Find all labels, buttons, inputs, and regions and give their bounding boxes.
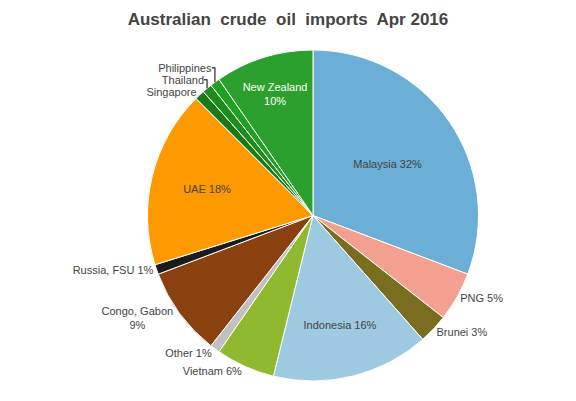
svg-text:Malaysia 32%: Malaysia 32% xyxy=(353,158,422,170)
svg-text:UAE 18%: UAE 18% xyxy=(183,183,231,195)
svg-text:Philippines: Philippines xyxy=(158,62,212,74)
svg-text:Vietnam 6%: Vietnam 6% xyxy=(183,365,242,377)
svg-text:Thailand: Thailand xyxy=(162,74,204,86)
svg-text:Congo, Gabon9%: Congo, Gabon9% xyxy=(102,305,174,331)
svg-text:Singapore: Singapore xyxy=(146,86,196,98)
svg-text:Indonesia 16%: Indonesia 16% xyxy=(304,319,377,331)
svg-text:Australian crude oil import: Australian crude oil imports Apr 2016 xyxy=(128,10,449,29)
svg-text:PNG 5%: PNG 5% xyxy=(460,292,503,304)
svg-text:Brunei 3%: Brunei 3% xyxy=(437,326,488,338)
svg-text:New Zealand10%: New Zealand10% xyxy=(243,81,308,107)
svg-text:Russia, FSU 1%: Russia, FSU 1% xyxy=(73,264,154,276)
svg-text:Other 1%: Other 1% xyxy=(165,347,212,359)
